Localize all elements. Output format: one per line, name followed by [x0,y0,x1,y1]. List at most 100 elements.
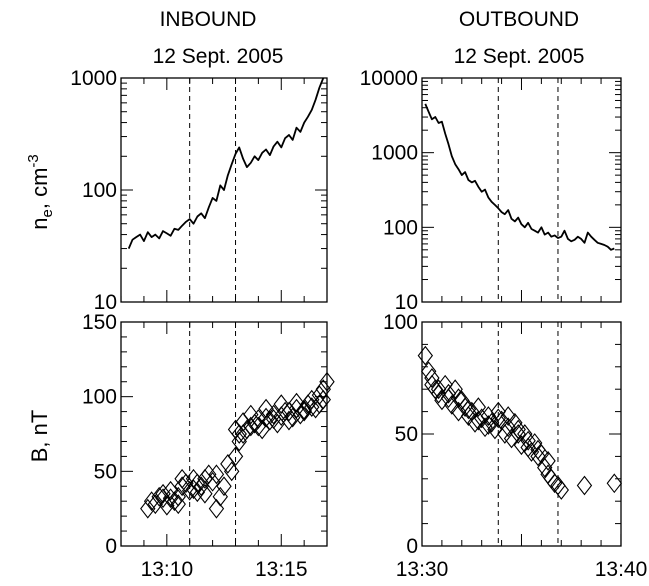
outbound_field-data-point [490,408,506,429]
outbound-title: OUTBOUND [459,8,579,31]
outbound_density-ytick-label: 1000 [371,142,418,165]
inbound_field-data-point [258,398,274,419]
outbound_field-ytick-label: 0 [406,535,418,558]
inbound_field-data-point [204,471,221,492]
outbound_field-data-point [537,457,553,478]
outbound_field-data-point [440,383,457,404]
panel-inbound-density: 10 100 1000 [70,67,328,314]
inbound_field-data-point [231,424,247,444]
outbound_field-data-point [447,379,463,400]
inbound_density-ytick-label: 10 [94,291,117,314]
density-unit: , cm [27,168,52,210]
outbound_field-data-point [483,412,500,433]
outbound_field-data-point [606,473,623,494]
outbound_field-data-point [460,399,477,420]
outbound_density-ytick-label: 10 [395,291,418,314]
field-axis-label: B, nT [27,410,52,463]
inbound_field-data-point [155,483,171,504]
inbound_field-data-point [265,409,282,429]
density-exponent: -3 [25,154,42,167]
inbound_field-data-point [162,488,179,509]
outbound_density-series-line [424,103,615,251]
inbound_field-data-point [304,389,320,410]
outbound_field-data-point [450,401,467,422]
density-symbol: n [27,218,52,230]
outbound_field-data-point [546,473,563,494]
inbound_field-data-point [300,394,316,415]
inbound_field-data-point [197,483,213,504]
outbound_field-xtick-label: 13:30 [396,558,449,581]
inbound_field-data-point [296,400,312,421]
inbound_field-data-point [315,389,331,410]
density-axis-label: ne, cm-3 [25,154,56,230]
inbound_field-data-point [243,404,259,425]
inbound_field-data-point [250,409,267,429]
outbound_field-xtick-label: 13:40 [595,558,648,581]
outbound_field-data-point [470,397,487,418]
inbound_field-data-point [311,394,328,415]
outbound_density-ytick-label: 10000 [360,67,418,90]
outbound_field-data-point [424,368,440,388]
outbound_field-data-point [473,408,490,429]
inbound_field-data-point [208,498,225,519]
outbound_field-data-point [434,390,450,411]
inbound-date: 12 Sept. 2005 [153,45,284,68]
inbound_field-data-point [246,413,263,434]
inbound_field-xtick-label: 13:10 [141,558,194,581]
inbound_field-data-point [170,494,186,515]
outbound_field-data-point [530,439,546,460]
outbound_field-ytick-label: 50 [395,423,418,446]
outbound_field-data-point [507,412,523,433]
panel-outbound-field: 0 50 100 13:30 13:40 [383,311,647,581]
inbound_field-xtick-label: 13:15 [255,558,308,581]
inbound_field-data-point [151,486,167,507]
outbound_field-data-point [497,424,513,444]
outbound_field-data-point [450,388,467,409]
outbound_field-data-point [480,415,497,435]
outbound_field-data-point [490,401,506,422]
density-subscript: e [39,209,56,217]
outbound_field-data-point [520,430,536,451]
inbound_field-data-point [162,480,179,501]
inbound_field-data-point [170,486,186,507]
inbound_field-data-point [147,494,164,515]
inbound_field-data-point [201,464,217,485]
outbound_field-data-point [500,417,516,438]
inbound_field-data-point [231,431,247,452]
inbound_field-data-point [178,473,194,494]
inbound_field-data-point [319,371,335,392]
inbound_field-ytick-label: 100 [82,386,117,409]
outbound_field-data-point [520,437,536,458]
outbound_field-data-point [553,480,570,500]
inbound_field-data-point [174,476,190,497]
outbound_field-data-point [513,435,530,456]
inbound_field-data-point [216,476,232,497]
inbound_field-data-point [223,461,240,482]
inbound_field-data-point [284,407,301,428]
outbound_field-data-point [523,442,540,462]
outbound_field-data-point [430,379,447,400]
outbound_field-data-point [510,419,526,440]
inbound_field-data-point [159,495,175,516]
inbound_field-data-point [288,392,305,413]
inbound_density-ytick-label: 100 [82,179,117,202]
inbound_density-series-line [127,77,325,249]
inbound_field-data-point [250,416,267,437]
outbound_field-ytick-label: 100 [383,311,418,334]
outbound-date: 12 Sept. 2005 [454,45,585,68]
panel-outbound-density: 10 100 1000 10000 [360,67,622,314]
outbound_field-data-point [467,412,483,433]
outbound_field-data-point [576,475,593,496]
inbound_field-data-point [174,468,190,489]
inbound_field-data-point [189,473,206,494]
inbound_field-frame [120,321,328,547]
inbound_field-data-point [227,446,244,467]
inbound-title: INBOUND [160,8,257,31]
outbound_field-data-point [417,345,434,366]
inbound_field-ytick-label: 0 [105,535,117,558]
outbound_field-data-point [500,406,516,426]
inbound_field-data-point [273,394,289,415]
inbound_field-data-point [185,479,202,500]
inbound_field-ytick-label: 50 [94,460,117,483]
